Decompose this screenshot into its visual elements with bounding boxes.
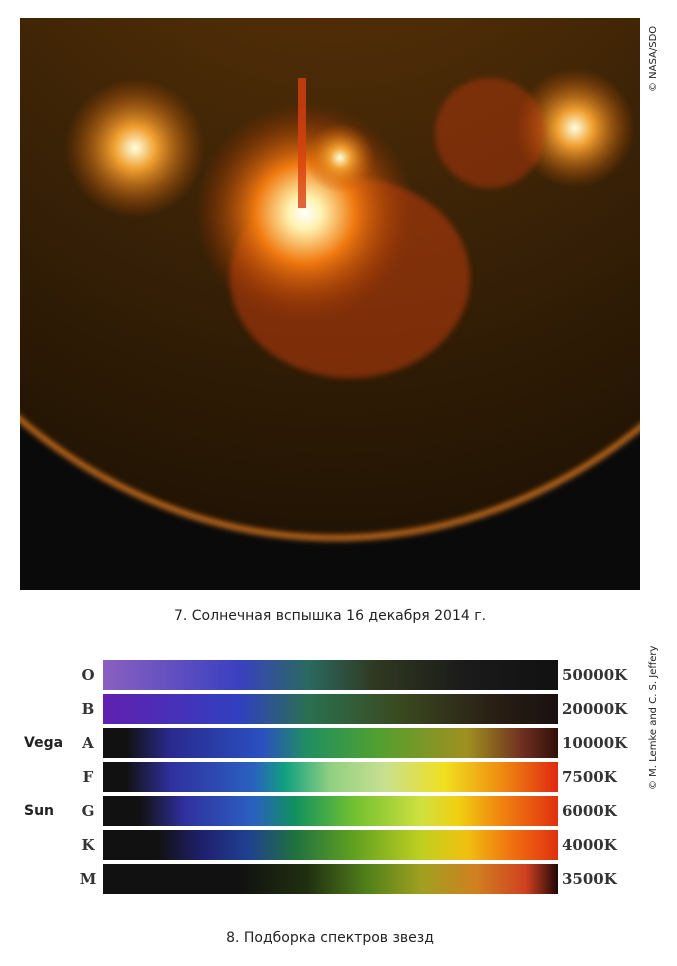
star-label: Sun (24, 803, 55, 819)
spectral-class: O (81, 666, 95, 684)
star-label: Vega (24, 735, 64, 751)
temperature: 20000K (562, 700, 628, 718)
spectral-class: A (82, 734, 94, 752)
spectral-class: B (81, 700, 95, 718)
spectrum-band (103, 660, 558, 690)
temperature: 6000K (562, 802, 617, 820)
figure-caption: 8. Подборка спектров звезд (226, 930, 434, 946)
spectral-class: K (81, 836, 95, 854)
spectral-class: G (81, 802, 95, 820)
temperature: 3500K (562, 870, 617, 888)
temperature: 7500K (562, 768, 617, 786)
image-credit: © M. Lemke and C. S. Jeffery (648, 645, 659, 790)
temperature: 10000K (562, 734, 628, 752)
spectral-class: M (79, 870, 97, 888)
spectrum-band (103, 796, 558, 826)
sun-photo (20, 18, 640, 590)
spectrum-band (103, 830, 558, 860)
spectrum-band (103, 694, 558, 724)
image-credit: © NASA/SDO (648, 25, 659, 92)
figure-caption: 7. Солнечная вспышка 16 декабря 2014 г. (173, 608, 487, 624)
temperature: 50000K (562, 666, 628, 684)
spectrum-band (103, 864, 558, 894)
spectrum-band (103, 728, 558, 758)
spectral-class: F (82, 768, 94, 786)
spectrum-band (103, 762, 558, 792)
temperature: 4000K (562, 836, 617, 854)
